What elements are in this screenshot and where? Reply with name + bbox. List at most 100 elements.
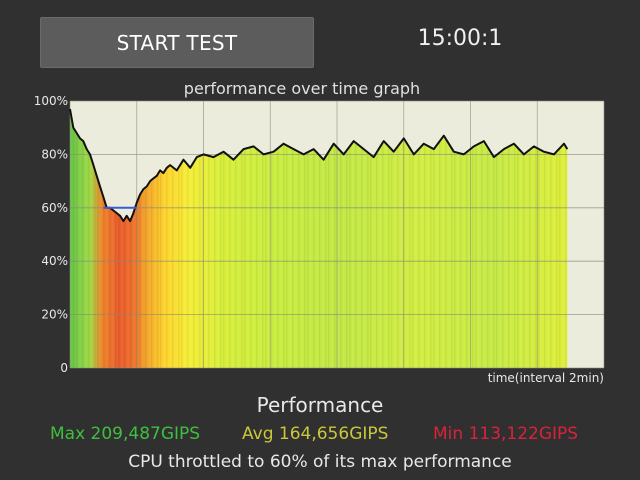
variation-stripe bbox=[154, 109, 156, 368]
max-performance: Max 209,487GIPS bbox=[50, 424, 201, 444]
variation-stripe bbox=[244, 109, 246, 368]
variation-stripe bbox=[259, 109, 261, 368]
y-axis-ticks: 100% 80% 60% 40% 20% 0 bbox=[34, 94, 68, 375]
variation-stripe bbox=[205, 109, 207, 368]
variation-stripe bbox=[547, 109, 549, 368]
variation-stripe bbox=[94, 109, 96, 368]
variation-stripe bbox=[124, 109, 126, 368]
variation-stripe bbox=[514, 109, 516, 368]
performance-area bbox=[70, 109, 568, 368]
variation-stripe bbox=[553, 109, 555, 368]
variation-stripe bbox=[289, 109, 291, 368]
variation-stripe bbox=[76, 109, 78, 368]
variation-stripe bbox=[340, 109, 342, 368]
variation-stripe bbox=[361, 109, 363, 368]
variation-stripe bbox=[241, 109, 243, 368]
variation-stripe bbox=[190, 109, 192, 368]
variation-stripe bbox=[493, 109, 495, 368]
variation-stripe bbox=[565, 109, 567, 368]
variation-stripe bbox=[373, 109, 375, 368]
y-tick-label: 100% bbox=[34, 94, 68, 108]
variation-stripe bbox=[502, 109, 504, 368]
variation-stripe bbox=[310, 109, 312, 368]
variation-stripe bbox=[382, 109, 384, 368]
variation-stripe bbox=[472, 109, 474, 368]
variation-stripe bbox=[256, 109, 258, 368]
variation-stripe bbox=[355, 109, 357, 368]
variation-stripe bbox=[556, 109, 558, 368]
variation-stripe bbox=[97, 109, 99, 368]
variation-stripe bbox=[118, 109, 120, 368]
variation-stripe bbox=[145, 109, 147, 368]
variation-stripe bbox=[358, 109, 360, 368]
variation-stripe bbox=[439, 109, 441, 368]
variation-stripe bbox=[400, 109, 402, 368]
variation-stripes bbox=[70, 109, 567, 368]
variation-stripe bbox=[271, 109, 273, 368]
variation-stripe bbox=[217, 109, 219, 368]
y-tick-label: 40% bbox=[41, 254, 68, 268]
variation-stripe bbox=[169, 109, 171, 368]
variation-stripe bbox=[229, 109, 231, 368]
variation-stripe bbox=[343, 109, 345, 368]
start-test-button[interactable]: START TEST bbox=[40, 17, 314, 68]
variation-stripe bbox=[544, 109, 546, 368]
variation-stripe bbox=[463, 109, 465, 368]
variation-stripe bbox=[331, 109, 333, 368]
variation-stripe bbox=[490, 109, 492, 368]
variation-stripe bbox=[325, 109, 327, 368]
variation-stripe bbox=[427, 109, 429, 368]
variation-stripe bbox=[430, 109, 432, 368]
variation-stripe bbox=[466, 109, 468, 368]
variation-stripe bbox=[397, 109, 399, 368]
variation-stripe bbox=[364, 109, 366, 368]
variation-stripe bbox=[73, 109, 75, 368]
variation-stripe bbox=[562, 109, 564, 368]
variation-stripe bbox=[280, 109, 282, 368]
variation-stripe bbox=[538, 109, 540, 368]
variation-stripe bbox=[286, 109, 288, 368]
variation-stripe bbox=[85, 109, 87, 368]
min-performance: Min 113,122GIPS bbox=[433, 424, 579, 444]
variation-stripe bbox=[214, 109, 216, 368]
variation-stripe bbox=[226, 109, 228, 368]
variation-stripe bbox=[181, 109, 183, 368]
variation-stripe bbox=[367, 109, 369, 368]
variation-stripe bbox=[313, 109, 315, 368]
variation-stripe bbox=[223, 109, 225, 368]
variation-stripe bbox=[79, 109, 81, 368]
y-tick-label: 0 bbox=[60, 361, 68, 375]
variation-stripe bbox=[283, 109, 285, 368]
variation-stripe bbox=[376, 109, 378, 368]
variation-stripe bbox=[526, 109, 528, 368]
variation-stripe bbox=[193, 109, 195, 368]
variation-stripe bbox=[520, 109, 522, 368]
variation-stripe bbox=[442, 109, 444, 368]
variation-stripe bbox=[481, 109, 483, 368]
variation-stripe bbox=[304, 109, 306, 368]
variation-stripe bbox=[142, 109, 144, 368]
variation-stripe bbox=[121, 109, 123, 368]
variation-stripe bbox=[484, 109, 486, 368]
variation-stripe bbox=[448, 109, 450, 368]
variation-stripe bbox=[166, 109, 168, 368]
variation-stripe bbox=[445, 109, 447, 368]
avg-performance: Avg 164,656GIPS bbox=[242, 424, 389, 444]
variation-stripe bbox=[268, 109, 270, 368]
variation-stripe bbox=[532, 109, 534, 368]
variation-stripe bbox=[265, 109, 267, 368]
variation-stripe bbox=[505, 109, 507, 368]
graph-title: performance over time graph bbox=[183, 79, 421, 98]
test-timer: 15:00:1 bbox=[417, 26, 503, 51]
variation-stripe bbox=[412, 109, 414, 368]
variation-stripe bbox=[235, 109, 237, 368]
variation-stripe bbox=[298, 109, 300, 368]
variation-stripe bbox=[178, 109, 180, 368]
variation-stripe bbox=[277, 109, 279, 368]
variation-stripe bbox=[301, 109, 303, 368]
variation-stripe bbox=[139, 109, 141, 368]
variation-stripe bbox=[415, 109, 417, 368]
variation-stripe bbox=[247, 109, 249, 368]
variation-stripe bbox=[436, 109, 438, 368]
